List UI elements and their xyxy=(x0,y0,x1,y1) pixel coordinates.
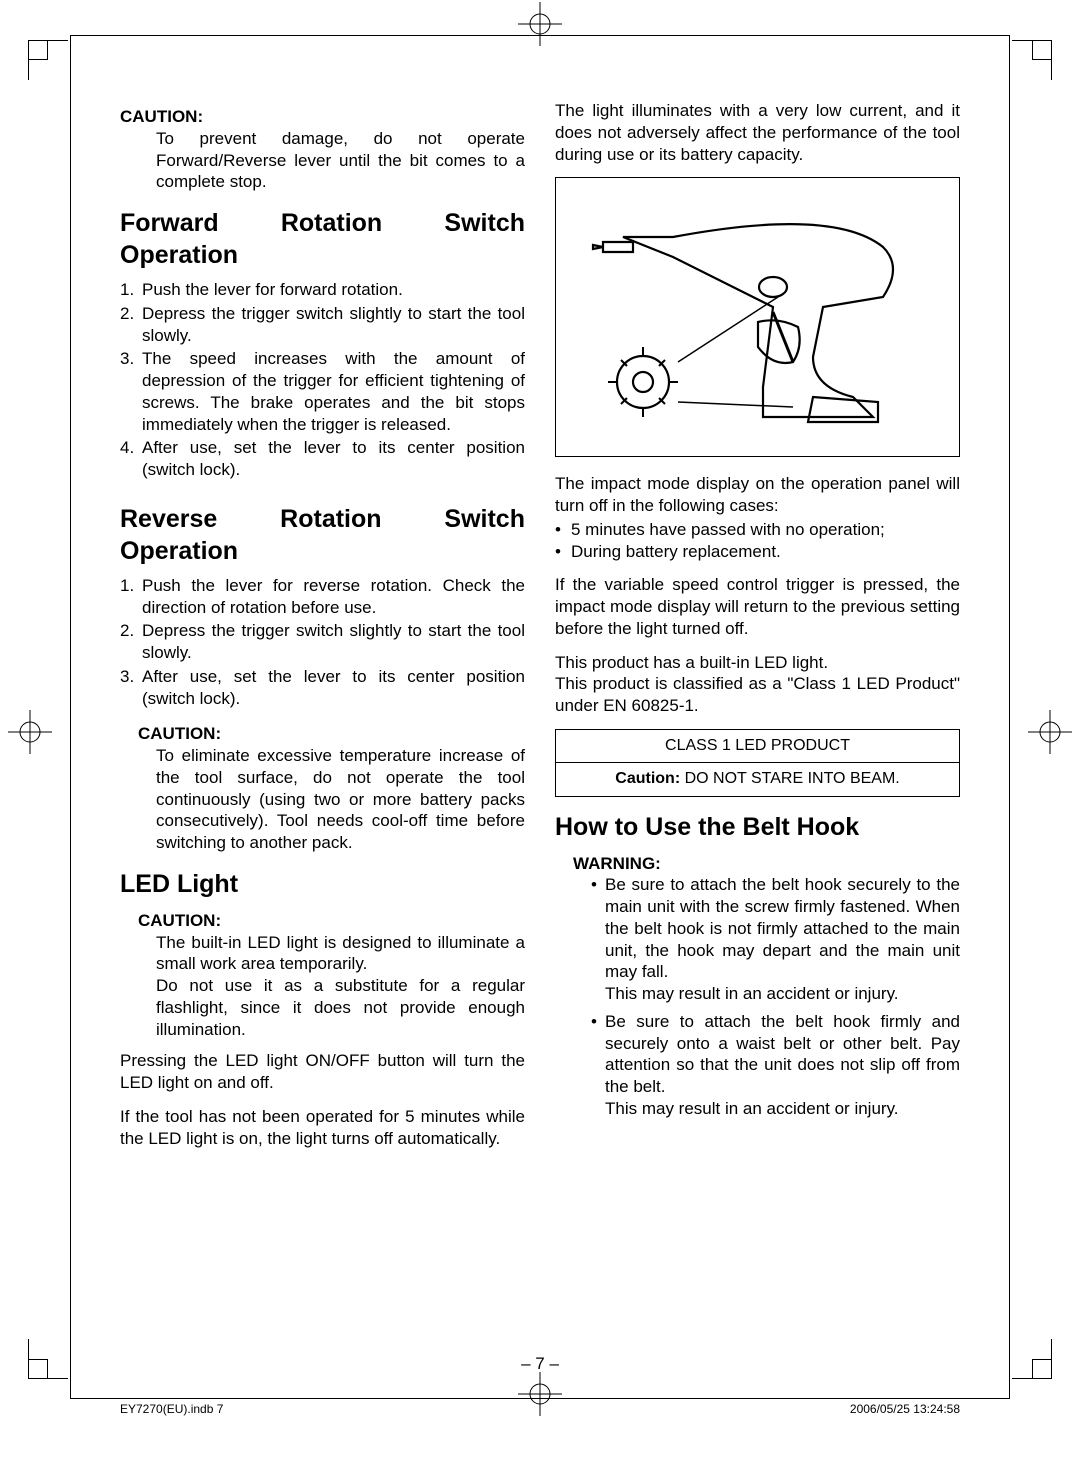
crop-mark-bl xyxy=(28,1339,68,1379)
warning-text: This may result in an accident or injury… xyxy=(605,1099,899,1118)
list-item: 3.The speed increases with the amount of… xyxy=(120,348,525,435)
content-area: CAUTION: To prevent damage, do not opera… xyxy=(120,100,960,1344)
belt-heading: How to Use the Belt Hook xyxy=(555,811,960,843)
led-p2: If the tool has not been operated for 5 … xyxy=(120,1106,525,1150)
right-p3a: This product has a built-in LED light. xyxy=(555,652,960,674)
caution2-body: To eliminate excessive temperature incre… xyxy=(156,745,525,854)
bullet-item: During battery replacement. xyxy=(555,541,960,563)
right-bullets: 5 minutes have passed with no operation;… xyxy=(555,519,960,563)
caution-bold: Caution: xyxy=(615,770,680,787)
list-item: 2.Depress the trigger switch slightly to… xyxy=(120,620,525,664)
registration-mark-top xyxy=(518,2,562,46)
warning-label: WARNING: xyxy=(573,853,960,875)
list-text: Push the lever for reverse rotation. Che… xyxy=(142,576,525,617)
warning-list: Be sure to attach the belt hook securely… xyxy=(555,874,960,1125)
footer-left: EY7270(EU).indb 7 xyxy=(120,1402,223,1416)
footer-right: 2006/05/25 13:24:58 xyxy=(850,1402,960,1416)
list-text: After use, set the lever to its center p… xyxy=(142,667,525,708)
reverse-heading: Reverse Rotation Switch Operation xyxy=(120,503,525,567)
led-heading: LED Light xyxy=(120,868,525,900)
right-p2: If the variable speed control trigger is… xyxy=(555,574,960,639)
caution1-body: To prevent damage, do not operate Forwar… xyxy=(156,128,525,193)
left-column: CAUTION: To prevent damage, do not opera… xyxy=(120,100,525,1344)
warning-text: Be sure to attach the belt hook securely… xyxy=(605,875,960,981)
list-item: 1.Push the lever for forward rotation. xyxy=(120,279,525,301)
list-text: After use, set the lever to its center p… xyxy=(142,438,525,479)
caution1-label: CAUTION: xyxy=(120,106,525,128)
led-box-row2: Caution: DO NOT STARE INTO BEAM. xyxy=(556,762,959,795)
led-caution-body2: Do not use it as a substitute for a regu… xyxy=(156,975,525,1040)
warning-text: Be sure to attach the belt hook firmly a… xyxy=(605,1012,960,1096)
list-item: 4.After use, set the lever to its center… xyxy=(120,437,525,481)
caution2-label: CAUTION: xyxy=(138,723,525,745)
led-p1: Pressing the LED light ON/OFF button wil… xyxy=(120,1050,525,1094)
registration-mark-bottom xyxy=(518,1372,562,1416)
list-text: Depress the trigger switch slightly to s… xyxy=(142,621,525,662)
crop-mark-tr xyxy=(1012,40,1052,80)
list-text: Depress the trigger switch slightly to s… xyxy=(142,304,525,345)
led-caution-label: CAUTION: xyxy=(138,910,525,932)
right-p3b: This product is classified as a "Class 1… xyxy=(555,673,960,717)
forward-heading: Forward Rotation Switch Operation xyxy=(120,207,525,271)
reverse-list: 1.Push the lever for reverse rotation. C… xyxy=(120,575,525,712)
right-p0: The light illuminates with a very low cu… xyxy=(555,100,960,165)
drill-svg xyxy=(573,187,943,447)
right-column: The light illuminates with a very low cu… xyxy=(555,100,960,1344)
bullet-item: 5 minutes have passed with no operation; xyxy=(555,519,960,541)
right-p1: The impact mode display on the operation… xyxy=(555,473,960,517)
list-text: The speed increases with the amount of d… xyxy=(142,349,525,433)
caution-text: DO NOT STARE INTO BEAM. xyxy=(680,770,900,787)
led-class-box: CLASS 1 LED PRODUCT Caution: DO NOT STAR… xyxy=(555,729,960,797)
list-item: 2.Depress the trigger switch slightly to… xyxy=(120,303,525,347)
crop-mark-br xyxy=(1012,1339,1052,1379)
warning-text: This may result in an accident or injury… xyxy=(605,984,899,1003)
warning-item: Be sure to attach the belt hook securely… xyxy=(591,874,960,1005)
led-caution-body1: The built-in LED light is designed to il… xyxy=(156,932,525,976)
forward-list: 1.Push the lever for forward rotation. 2… xyxy=(120,279,525,483)
list-text: Push the lever for forward rotation. xyxy=(142,280,403,299)
warning-item: Be sure to attach the belt hook firmly a… xyxy=(591,1011,960,1120)
list-item: 3.After use, set the lever to its center… xyxy=(120,666,525,710)
registration-mark-right xyxy=(1028,710,1072,754)
list-item: 1.Push the lever for reverse rotation. C… xyxy=(120,575,525,619)
crop-mark-tl xyxy=(28,40,68,80)
tool-illustration xyxy=(555,177,960,457)
led-box-row1: CLASS 1 LED PRODUCT xyxy=(556,730,959,762)
page-number: – 7 – xyxy=(521,1354,559,1374)
registration-mark-left xyxy=(8,710,52,754)
